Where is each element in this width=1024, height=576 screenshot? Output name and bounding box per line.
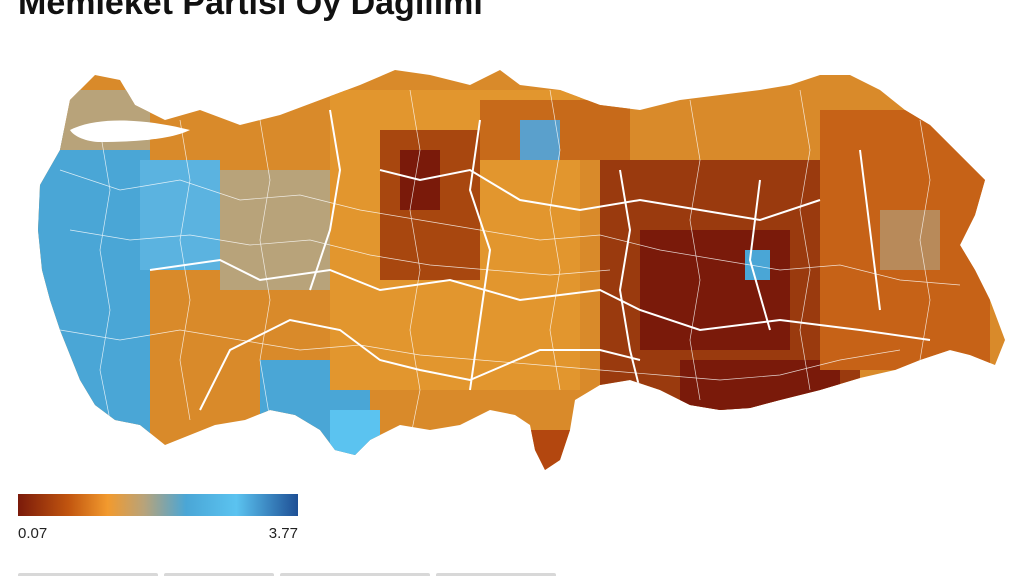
map-regions xyxy=(38,70,1005,470)
region-west-blue xyxy=(38,130,150,450)
choropleth-map xyxy=(0,30,1024,490)
region-far-east-light xyxy=(880,210,940,270)
region-aegean-blue xyxy=(140,160,220,270)
region-east-darkest xyxy=(640,230,790,350)
province-borders xyxy=(149,109,931,411)
sea-of-marmara xyxy=(70,120,190,142)
map-title: Memleket Partisi Oy Dağılımı xyxy=(18,0,483,22)
region-southeast-darkest xyxy=(680,360,840,420)
turkey-map-svg xyxy=(38,70,1005,470)
region-blacksea-blue xyxy=(520,120,560,160)
region-hakkari-blue xyxy=(940,360,980,390)
source-note xyxy=(18,566,618,576)
legend-gradient-bar xyxy=(18,494,298,516)
region-hatay xyxy=(520,430,580,470)
legend-max-label: 3.77 xyxy=(268,525,298,542)
color-legend: 0.07 3.77 xyxy=(18,494,298,547)
district-borders xyxy=(59,89,961,441)
region-mersin-blue xyxy=(330,410,380,470)
legend-min-label: 0.07 xyxy=(18,525,48,542)
